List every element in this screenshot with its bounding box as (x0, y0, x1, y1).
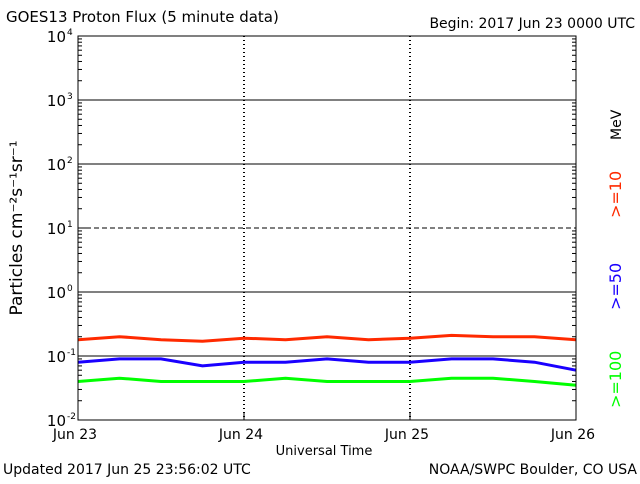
y-tick-label: 10 (47, 220, 66, 238)
grid-layer (78, 36, 576, 420)
y-axis-label: Particles cm⁻²s⁻¹sr⁻¹ (7, 140, 27, 315)
x-tick-label: Jun 26 (550, 427, 595, 443)
series-line-gte50 (77, 357, 577, 372)
legend: >=10 >=50 >=100 MeV (606, 109, 625, 408)
y-tick-label: 10 (47, 348, 66, 366)
y-tick-label: 10 (47, 156, 66, 174)
y-tick-exponent: 1 (67, 220, 73, 230)
y-tick-exponent: 3 (67, 92, 73, 102)
y-tick-exponent: 4 (67, 28, 73, 38)
x-axis-label: Universal Time (276, 444, 373, 459)
series-line-gte100 (77, 376, 577, 387)
series-line-gte10 (77, 333, 577, 343)
y-tick-label: 10 (47, 92, 66, 110)
legend-unit: MeV (609, 109, 625, 140)
y-tick-label: 10 (47, 412, 66, 430)
x-tick-label: Jun 24 (218, 427, 263, 443)
legend-entry: >=50 (606, 263, 625, 310)
legend-entry: >=100 (606, 351, 625, 408)
legend-entry: >=10 (606, 171, 625, 218)
x-tick-label: Jun 23 (52, 427, 97, 443)
x-tick-label: Jun 25 (384, 427, 429, 443)
series-layer (77, 333, 577, 387)
y-tick-exponent: -1 (67, 348, 76, 358)
source-credit: NOAA/SWPC Boulder, CO USA (429, 462, 638, 478)
y-tick-label: 10 (47, 28, 66, 46)
y-tick-exponent: 2 (67, 156, 73, 166)
x-tick-labels: Jun 23 Jun 24 Jun 25 Jun 26 (52, 412, 595, 443)
y-tick-exponent: -2 (67, 412, 76, 422)
begin-time: Begin: 2017 Jun 23 0000 UTC (429, 16, 635, 32)
y-tick-exponent: 0 (67, 284, 73, 294)
y-tick-label: 10 (47, 284, 66, 302)
chart-title: GOES13 Proton Flux (5 minute data) (6, 8, 279, 26)
updated-time: Updated 2017 Jun 25 23:56:02 UTC (3, 462, 251, 478)
